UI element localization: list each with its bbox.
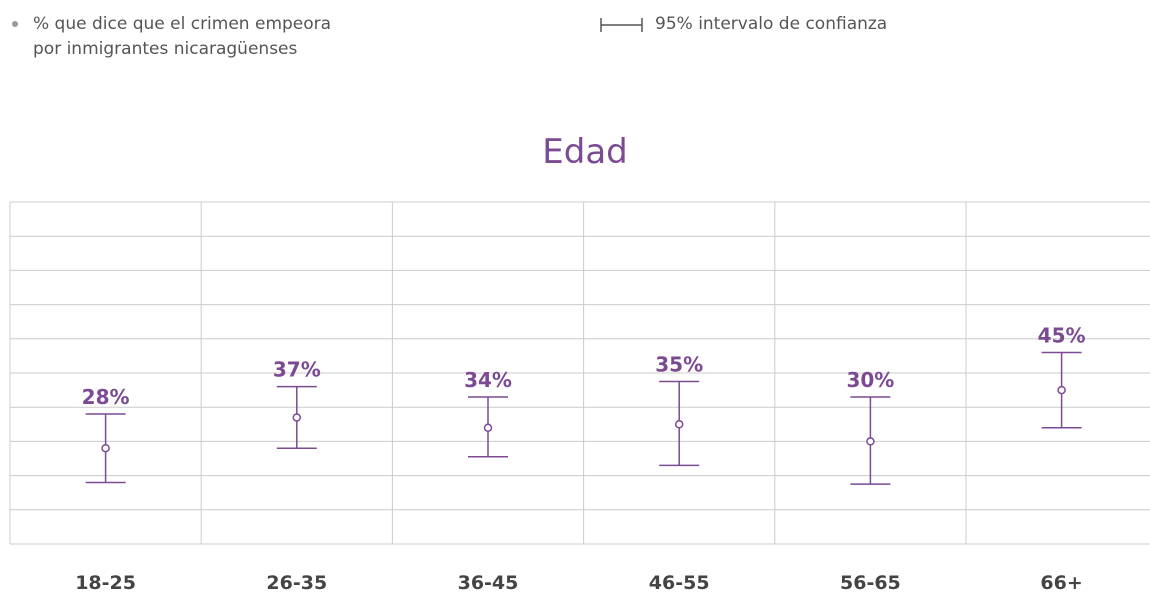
legend-ci-label: 95% intervalo de confianza — [655, 14, 888, 34]
x-tick-label: 18-25 — [75, 572, 136, 594]
x-tick-label: 66+ — [1040, 572, 1082, 594]
legend-series-line1: % que dice que el crimen empeora — [33, 14, 332, 34]
data-point — [674, 420, 684, 429]
x-tick-label: 46-55 — [649, 572, 710, 594]
data-point — [292, 413, 302, 422]
data-point — [1057, 385, 1066, 395]
legend-series-line2: por inmigrantes nicaragüenses — [33, 39, 298, 59]
chart-title: Edad — [542, 132, 628, 172]
value-label: 45% — [1038, 323, 1086, 347]
value-label: 28% — [82, 385, 130, 409]
x-tick-label: 26-35 — [266, 572, 327, 594]
value-label: 35% — [655, 353, 703, 377]
data-point — [483, 423, 493, 432]
legend-bullet-icon — [12, 21, 18, 27]
x-tick-label: 36-45 — [458, 572, 519, 594]
value-label: 37% — [273, 358, 321, 382]
error-bar-icon — [600, 18, 643, 32]
value-label: 34% — [464, 368, 512, 392]
value-label: 30% — [846, 368, 894, 392]
x-tick-label: 56-65 — [840, 572, 901, 594]
data-point — [101, 443, 110, 453]
data-point — [866, 437, 875, 446]
